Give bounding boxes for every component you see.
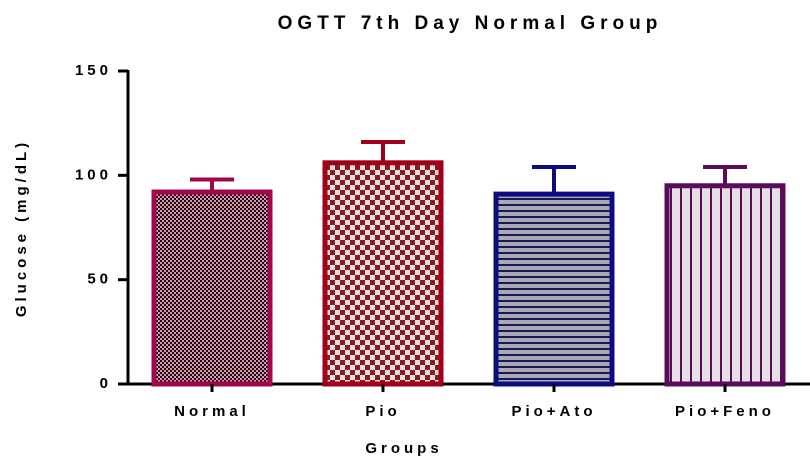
y-tick-label: 150 [75,62,112,79]
bar [322,160,444,387]
x-tick-label: Pio+Ato [511,403,596,420]
y-axis-label: Glucose (mg/dL) [13,139,30,317]
bar [151,189,273,387]
x-axis-label: Groups [365,440,442,457]
bar [493,191,615,387]
bar [664,183,786,387]
y-tick-label: 0 [100,375,112,392]
x-tick-label: Normal [174,403,250,420]
y-tick-label: 50 [87,271,112,288]
y-tick-label: 100 [75,166,112,183]
chart-title: OGTT 7th Day Normal Group [278,13,663,34]
x-tick-label: Pio [365,403,400,420]
x-tick-label: Pio+Feno [675,403,775,420]
